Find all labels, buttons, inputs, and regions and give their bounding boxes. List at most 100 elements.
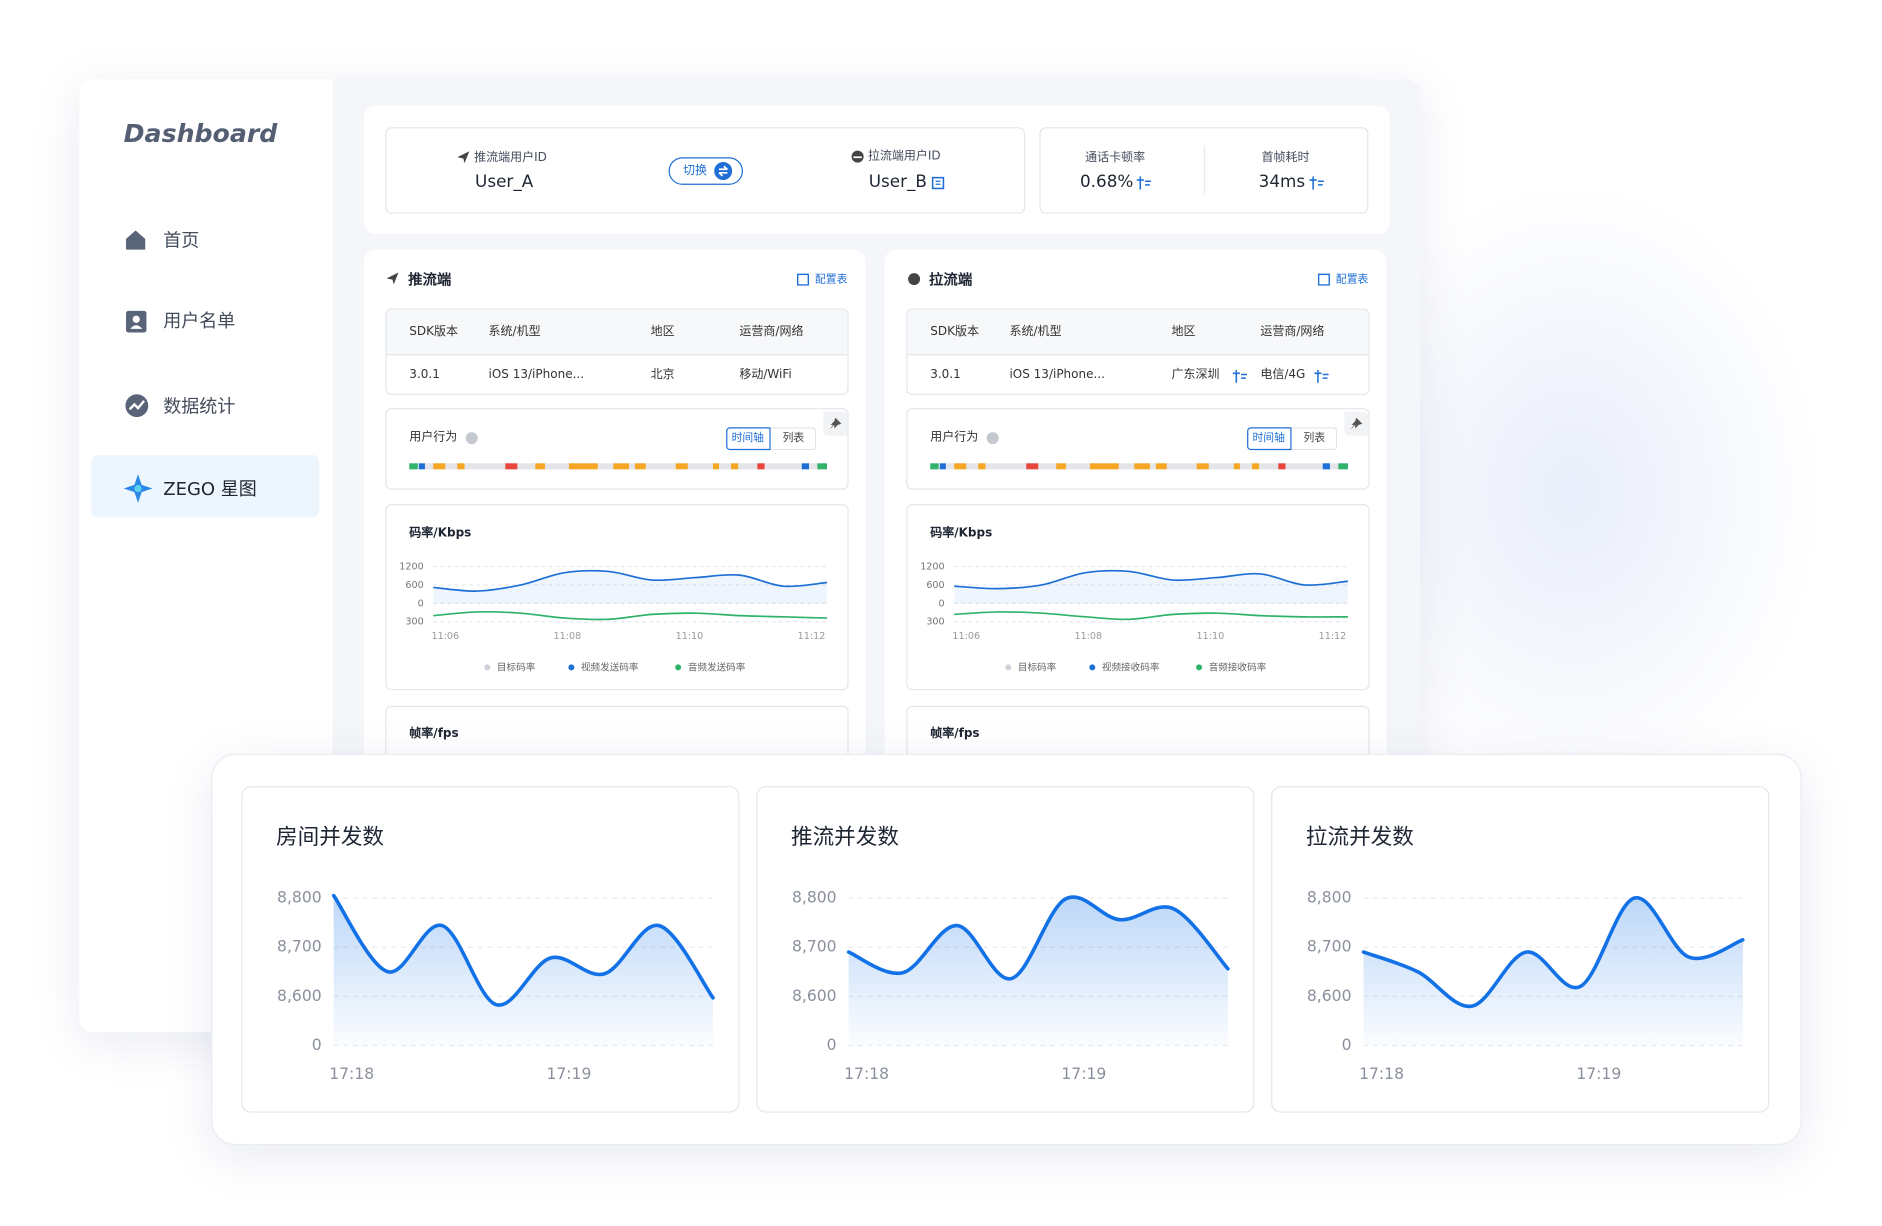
timeline-event[interactable] [568, 463, 598, 470]
timeline-event[interactable] [505, 463, 518, 470]
x-tick-label: 11:10 [676, 631, 704, 642]
timeline-event[interactable] [1338, 463, 1348, 470]
y-tick-label: 0 [827, 1036, 837, 1054]
line-series [1361, 896, 1745, 1008]
tab-active[interactable] [1247, 427, 1292, 451]
table-header-bg [386, 309, 848, 356]
timeline-event[interactable] [954, 463, 967, 470]
timeline-event[interactable] [535, 463, 545, 470]
timeline-event[interactable] [817, 463, 828, 470]
panel-title: 推流端 [408, 271, 452, 289]
table-header-bg [907, 309, 1369, 356]
tab[interactable] [1291, 427, 1338, 451]
menu-item-active[interactable]: ZEGO 星图 [163, 478, 257, 500]
legend-label: 音频接收码率 [1209, 661, 1267, 673]
icon-user-list [126, 310, 147, 333]
timeline-event[interactable] [634, 463, 646, 470]
sidebar-title: Dashboard [123, 119, 278, 149]
timeline-event[interactable] [1322, 463, 1330, 470]
bitrate-box: 码率/Kbps 1200 600 0 300 11:06 11:08 11:10 11:12 目标… [385, 504, 849, 691]
behavior-box: 用户行为 时间轴 列表 [385, 408, 849, 490]
y-tick-label: 0 [1342, 1036, 1352, 1054]
timeline-event[interactable] [1155, 463, 1167, 470]
timeline-event[interactable] [801, 463, 810, 470]
icon-send [457, 151, 470, 164]
icon-zego [123, 474, 153, 503]
line-series [954, 611, 1348, 621]
table-cell: 北京 [650, 368, 675, 382]
timeline-event[interactable] [1026, 463, 1039, 470]
table-header: 运营商/网络 [1260, 325, 1325, 339]
icon-pull [851, 150, 864, 163]
pull-label: 拉流端用户ID [867, 150, 941, 164]
legend-label: 音频发送码率 [688, 661, 746, 673]
chart-card: 拉流并发数 8,800 8,700 8,600 0 17:18 17:19 [1271, 786, 1770, 1113]
x-tick-label: 11:06 [431, 631, 459, 642]
timeline-event[interactable] [978, 463, 986, 470]
timeline-event[interactable] [1134, 463, 1150, 470]
timeline-event[interactable] [930, 463, 939, 470]
table-cell: 移动/WiFi [739, 368, 792, 382]
x-tick-label: 11:06 [952, 631, 980, 642]
timeline-event[interactable] [1251, 463, 1260, 470]
concurrency-card: 房间并发数 8,800 8,700 8,600 0 17:18 17:19 推流并发数 8,80… [211, 753, 1802, 1146]
timeline-event[interactable] [675, 463, 688, 470]
menu-item[interactable]: 首页 [163, 229, 200, 252]
tab-label[interactable]: 时间轴 [1252, 432, 1285, 445]
timeline-event[interactable] [939, 463, 946, 470]
timeline-event[interactable] [1089, 463, 1119, 470]
chart-card: 推流并发数 8,800 8,700 8,600 0 17:18 17:19 [756, 786, 1255, 1113]
timeline-event[interactable] [1196, 463, 1209, 470]
timeline-event[interactable] [1233, 463, 1240, 470]
chart-title: 拉流并发数 [1306, 825, 1414, 850]
tab[interactable] [770, 427, 817, 451]
x-tick-label: 11:08 [1074, 631, 1102, 642]
line-chart: 推流并发数 8,800 8,700 8,600 0 17:18 17:19 [791, 825, 1230, 1083]
table-cell: iOS 13/iPhone... [1009, 368, 1105, 382]
table-cell: iOS 13/iPhone... [488, 368, 585, 382]
icon-filter[interactable] [1136, 176, 1152, 190]
icon-filter [1232, 369, 1248, 383]
timeline-event[interactable] [757, 463, 765, 470]
switch-button[interactable] [668, 157, 743, 185]
menu-item[interactable]: 用户名单 [163, 310, 236, 332]
timeline-event[interactable] [409, 463, 418, 470]
timeline-event[interactable] [418, 463, 425, 470]
tab-label[interactable]: 列表 [1303, 432, 1326, 445]
menu-item[interactable]: 数据统计 [163, 395, 236, 418]
x-tick-label: 11:12 [798, 631, 826, 642]
table-header: SDK版本 [409, 325, 459, 339]
chart-title: 推流并发数 [791, 825, 899, 850]
timeline-event[interactable] [433, 463, 446, 470]
legend-swatch [568, 664, 575, 671]
y-tick-label: 8,700 [277, 938, 322, 956]
switch-label[interactable]: 切换 [682, 164, 707, 178]
tab-active[interactable] [726, 427, 771, 451]
timeline-event[interactable] [1278, 463, 1286, 470]
y-tick-label: 8,800 [792, 889, 837, 907]
timeline-event[interactable] [730, 463, 739, 470]
icon-filter[interactable] [1309, 176, 1324, 190]
timeline-event[interactable] [712, 463, 719, 470]
y-tick-label: 8,700 [1307, 938, 1352, 956]
x-tick-label: 17:19 [1061, 1065, 1106, 1083]
config-link[interactable]: 配置表 [815, 274, 848, 287]
tab-label[interactable]: 列表 [782, 432, 805, 445]
tab-label[interactable]: 时间轴 [731, 432, 765, 445]
legend-swatch [675, 664, 682, 671]
table-header: 系统/机型 [1009, 325, 1062, 339]
icon-shape [1350, 417, 1363, 430]
behavior-box: 用户行为 时间轴 列表 [906, 408, 1370, 490]
icon-copy[interactable] [931, 176, 945, 190]
line-series [331, 893, 715, 1007]
icon-stats [125, 394, 149, 418]
config-link[interactable]: 配置表 [1335, 274, 1369, 287]
icon-shape [1232, 369, 1248, 383]
icon-shape [796, 273, 810, 286]
icon-endpoint [386, 272, 399, 285]
table-header: 地区 [650, 325, 675, 339]
timeline-event[interactable] [457, 463, 465, 470]
timeline-event[interactable] [1056, 463, 1066, 470]
timeline-event[interactable] [613, 463, 629, 470]
